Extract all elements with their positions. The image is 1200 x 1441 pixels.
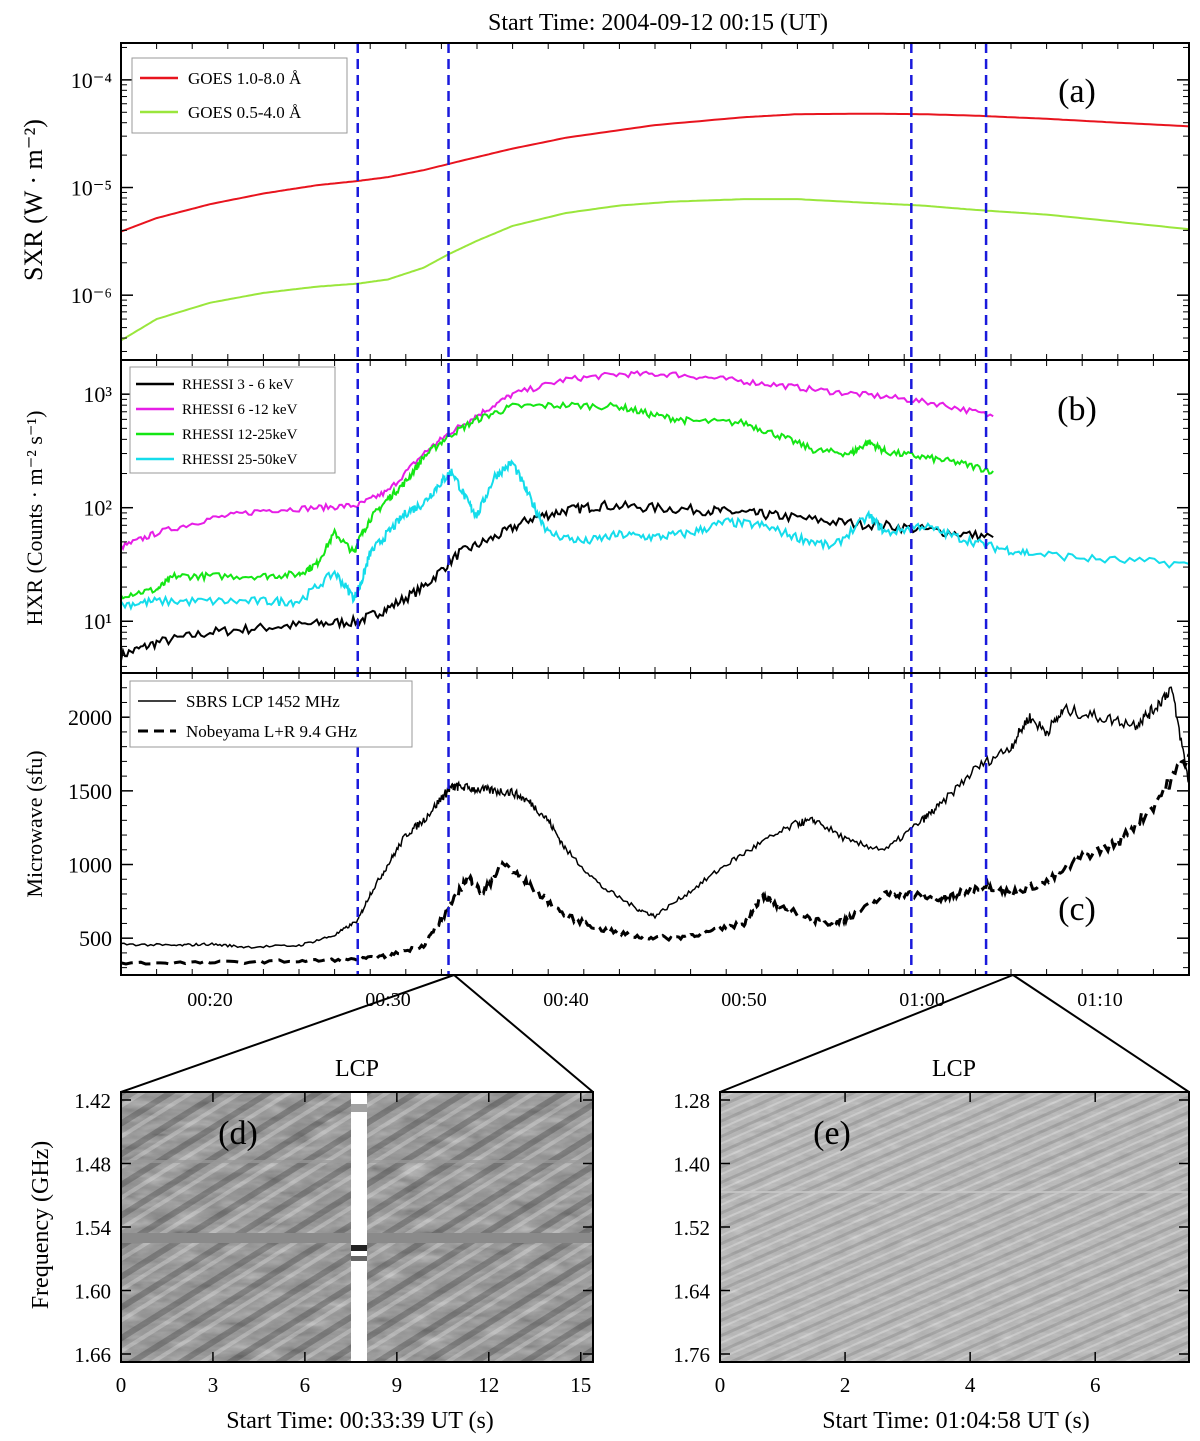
spec-ytick-label-1-3: 1.64 <box>673 1280 710 1304</box>
event-marker-lines <box>356 43 988 975</box>
ytick-label-b-1: 10² <box>83 496 112 521</box>
series-b-2 <box>121 370 994 552</box>
spec-ytick-label-1-1: 1.40 <box>673 1153 710 1177</box>
timeseries-frame <box>120 42 1190 976</box>
spectrogram-e-title: LCP <box>932 1056 976 1082</box>
panel-b-plot <box>121 370 1189 661</box>
spec-xtick-label-0-5: 15 <box>570 1373 591 1397</box>
legend-a-entry-1: GOES 1.0-8.0 Å <box>188 69 302 88</box>
legend-a-entry-2: GOES 0.5-4.0 Å <box>188 103 302 122</box>
spectrogram-d-xlabel: Start Time: 00:33:39 UT (s) <box>226 1408 494 1434</box>
panel-c-ylabel: Microwave (sfu) <box>22 750 47 897</box>
spectrogram-e-drift-pattern <box>720 1092 1189 1362</box>
spectrogram-d-spike-mark-2 <box>351 1245 367 1251</box>
spectrogram-ticks: 1.421.481.541.601.660 3 6 9 12 151.281.401.52… <box>74 1089 1189 1397</box>
spectrogram-d: LCP Frequency (GHz) (d) Start Time: 00:3… <box>28 1056 594 1434</box>
spec-ytick-label-1-0: 1.28 <box>673 1089 710 1113</box>
spec-xtick-label-1-2: 4 <box>965 1373 976 1397</box>
panel-a-label: (a) <box>1058 73 1096 110</box>
spectrogram-d-title: LCP <box>335 1056 379 1082</box>
xtick-label-2: 00:40 <box>543 989 589 1011</box>
legend-b-entry-1: RHESSI 3 - 6 keV <box>182 377 294 393</box>
panel-c-label: (c) <box>1058 891 1096 928</box>
ytick-label-a-1: 10⁻⁵ <box>71 176 112 201</box>
series-b-4 <box>121 458 1189 612</box>
legend-b-entry-2: RHESSI 6 -12 keV <box>182 402 298 418</box>
legend-c-box <box>129 680 413 748</box>
spec-ytick-label-0-4: 1.66 <box>74 1343 111 1367</box>
spec-ytick-label-0-3: 1.60 <box>74 1280 111 1304</box>
xtick-label-4: 01:00 <box>899 989 945 1011</box>
xtick-label-5: 01:10 <box>1077 989 1123 1011</box>
spectrogram-d-ylabel: Frequency (GHz) <box>28 1141 54 1310</box>
spec-ytick-label-0-2: 1.54 <box>74 1216 111 1240</box>
legend-b-entry-4: RHESSI 25-50keV <box>182 452 298 468</box>
legend-c-entry-1: SBRS LCP 1452 MHz <box>186 692 340 711</box>
ytick-label-c-2: 1000 <box>68 853 112 878</box>
spec-xtick-label-0-0: 0 <box>116 1373 127 1397</box>
spec-xtick-label-1-0: 0 <box>715 1373 726 1397</box>
ytick-label-b-2: 10¹ <box>83 609 112 634</box>
zoom-connector-d-right <box>453 974 594 1093</box>
spec-ytick-label-0-1: 1.48 <box>74 1153 111 1177</box>
ytick-label-a-2: 10⁻⁶ <box>71 283 112 308</box>
spec-ytick-label-1-4: 1.76 <box>673 1343 710 1367</box>
legend-a-box <box>131 57 348 134</box>
spec-xtick-label-1-1: 2 <box>840 1373 851 1397</box>
spectrogram-d-spike-mark-3 <box>351 1256 367 1261</box>
spectrogram-d-spike-mark-1 <box>351 1104 367 1112</box>
series-b-3 <box>121 401 994 600</box>
spec-xtick-label-0-3: 9 <box>392 1373 403 1397</box>
spectrogram-e-band <box>720 1191 1189 1193</box>
legend-c-entry-2: Nobeyama L+R 9.4 GHz <box>186 722 358 741</box>
spectrogram-d-spike <box>351 1092 367 1362</box>
spectrogram-d-label: (d) <box>218 1115 258 1152</box>
ytick-label-a-0: 10⁻⁴ <box>71 68 113 93</box>
spectrogram-e-label: (e) <box>813 1115 851 1152</box>
ytick-label-c-0: 2000 <box>68 705 112 730</box>
figure-title: Start Time: 2004-09-12 00:15 (UT) <box>488 10 828 36</box>
panel-c-plot <box>121 686 1189 966</box>
legend-b: RHESSI 3 - 6 keV RHESSI 6 -12 keV RHESSI… <box>129 366 336 474</box>
spec-xtick-label-0-1: 3 <box>208 1373 219 1397</box>
ytick-label-c-3: 500 <box>79 926 112 951</box>
spec-ytick-label-0-0: 1.42 <box>74 1089 111 1113</box>
spectrogram-e-xlabel: Start Time: 01:04:58 UT (s) <box>822 1408 1090 1434</box>
panel-a-plot <box>121 112 1189 342</box>
panel-b-ylabel: HXR (Counts · m⁻² s⁻¹) <box>22 411 47 626</box>
xtick-label-3: 00:50 <box>721 989 767 1011</box>
spec-xtick-label-0-2: 6 <box>300 1373 311 1397</box>
series-c-2 <box>121 753 1189 966</box>
series-a-1 <box>121 112 1189 233</box>
legend-a: GOES 1.0-8.0 Å GOES 0.5-4.0 Å <box>131 57 348 134</box>
zoom-connector-e-left <box>719 974 1014 1093</box>
zoom-connector-e-right <box>1012 974 1190 1093</box>
series-b-1 <box>121 499 994 661</box>
spec-xtick-label-0-4: 12 <box>478 1373 499 1397</box>
ytick-label-c-1: 1500 <box>68 779 112 804</box>
panel-a-ylabel: SXR (W · m⁻²) <box>19 119 48 281</box>
series-c-1 <box>121 686 1189 949</box>
panel-b-label: (b) <box>1057 391 1097 428</box>
y-tick-labels: 10⁻⁴ 10⁻⁵ 10⁻⁶ 10³ 10² 10¹ 2000 1500 1000 500 <box>68 68 112 951</box>
legend-b-entry-3: RHESSI 12-25keV <box>182 427 298 443</box>
legend-c: SBRS LCP 1452 MHz Nobeyama L+R 9.4 GHz <box>129 680 413 748</box>
spec-ytick-label-1-2: 1.52 <box>673 1216 710 1240</box>
zoom-connector-d-left <box>120 974 455 1093</box>
spectrogram-e: LCP (e) Start Time: 01:04:58 UT (s) <box>719 1056 1190 1434</box>
ytick-label-b-0: 10³ <box>83 382 112 407</box>
xtick-label-0: 00:20 <box>187 989 233 1011</box>
series-a-2 <box>121 198 1189 342</box>
spec-xtick-label-1-3: 6 <box>1090 1373 1101 1397</box>
